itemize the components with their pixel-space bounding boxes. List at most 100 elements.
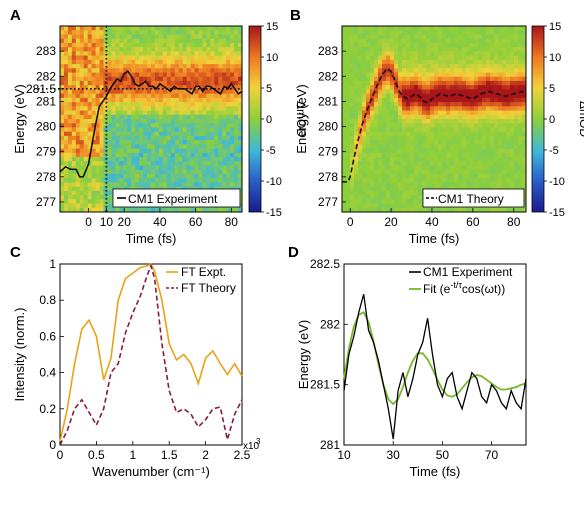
panel-b-cell — [350, 26, 355, 31]
panel-b-cell — [470, 102, 475, 107]
panel-b-cell — [442, 106, 447, 111]
panel-b-cell — [406, 89, 411, 95]
panel-a-cell — [119, 114, 124, 120]
panel-a-cell — [170, 182, 176, 188]
panel-b-cell — [378, 47, 383, 52]
panel-a-cell — [186, 161, 191, 166]
panel-b-cell — [430, 169, 435, 175]
panel-b-cell — [430, 152, 435, 158]
panel-a-cell — [170, 148, 176, 154]
panel-a-cell — [87, 190, 93, 196]
panel-a-cell — [226, 68, 231, 73]
panel-b-cell — [414, 123, 419, 128]
panel-a-cell — [206, 68, 211, 73]
panel-b-cell — [514, 140, 519, 145]
panel-a-cell — [107, 140, 112, 145]
panel-a-cell — [115, 30, 120, 35]
panel-a-cell — [210, 152, 215, 158]
panel-b-cell — [518, 26, 523, 31]
panel-b-cell — [402, 102, 407, 107]
panel-a-cell — [67, 30, 73, 35]
panel-b-cell — [402, 34, 407, 40]
panel-b-cell — [374, 190, 379, 196]
panel-a-cell — [60, 89, 65, 95]
panel-a-cell — [63, 76, 69, 82]
panel-a-cell — [234, 140, 239, 145]
panel-a-cell — [103, 190, 108, 196]
panel-a-cell — [115, 140, 120, 145]
panel-b-cell — [350, 110, 355, 116]
panel-a-cell — [103, 30, 108, 35]
panel-a-cell — [230, 135, 235, 141]
panel-a-cell — [202, 148, 207, 154]
panel-a-cell — [67, 173, 73, 179]
panel-a-cell — [222, 47, 227, 52]
panel-a-cell — [107, 30, 112, 35]
panel-a-cell — [174, 47, 180, 52]
panel-a-cell — [190, 59, 195, 65]
panel-b-cell — [370, 173, 375, 179]
panel-a-cell — [154, 182, 160, 188]
panel-a-cell — [178, 47, 184, 52]
panel-b-cell — [394, 195, 399, 200]
panel-b-cell — [410, 30, 415, 35]
panel-a-cell — [107, 207, 112, 212]
panel-a-cell — [222, 127, 227, 133]
panel-b-cell — [426, 110, 431, 116]
panel-b-cell — [350, 207, 355, 212]
panel-a-cell — [151, 119, 156, 124]
panel-a-cell — [67, 152, 73, 158]
panel-b-cell — [446, 110, 451, 116]
panel-b-cell — [390, 93, 395, 99]
panel-b-map — [342, 26, 526, 212]
panel-b-cell — [410, 55, 415, 61]
panel-a-cell — [162, 127, 168, 133]
panel-b-cell — [458, 64, 463, 69]
panel-a-cell — [75, 119, 81, 124]
panel-b-cell — [370, 97, 375, 103]
panel-b-cell — [470, 178, 475, 183]
panel-a-cell — [63, 169, 69, 175]
panel-a-cell — [226, 64, 231, 69]
panel-b-cell — [518, 47, 523, 52]
panel-a-cell — [206, 127, 211, 133]
panel-b-cell — [430, 59, 435, 65]
panel-b-cell — [470, 114, 475, 120]
panel-b-cell — [422, 161, 427, 166]
panel-b-cell — [390, 30, 395, 35]
panel-a-cell — [111, 123, 116, 128]
panel-b-cell — [342, 207, 347, 212]
panel-b-cell — [470, 30, 475, 35]
panel-a-cell — [111, 51, 116, 56]
panel-b-cell — [514, 85, 519, 90]
panel-a-cell — [63, 140, 69, 145]
panel-b-cell — [382, 123, 387, 128]
panel-c-ytick-label: 0.6 — [39, 329, 56, 343]
panel-a-cell — [147, 38, 152, 44]
panel-b-cell — [430, 51, 435, 56]
panel-b-cell — [398, 93, 403, 99]
panel-a-cell — [226, 182, 231, 188]
panel-a-cell — [63, 51, 69, 56]
panel-b-cell — [486, 140, 491, 145]
panel-a-cell — [119, 89, 124, 95]
panel-b-cell — [426, 93, 431, 99]
panel-b-cell — [398, 51, 403, 56]
panel-b-cell — [466, 76, 471, 82]
panel-a-cell — [198, 68, 203, 73]
panel-b-cell — [410, 42, 415, 48]
panel-b-cell — [490, 131, 495, 137]
panel-b-cell — [438, 144, 443, 149]
panel-b-cell — [474, 34, 479, 40]
panel-b-cell — [342, 93, 347, 99]
panel-a-cell — [95, 127, 100, 133]
panel-a-cell — [139, 161, 144, 166]
panel-a-cell — [174, 157, 180, 162]
panel-a-cell — [190, 131, 195, 137]
panel-a-ylabel: Energy (eV) — [12, 84, 27, 153]
panel-a-cell — [166, 26, 172, 31]
panel-a-cell — [115, 178, 120, 183]
panel-a-cell — [63, 182, 69, 188]
panel-a-cell — [95, 55, 100, 61]
panel-b-cell — [478, 127, 483, 133]
